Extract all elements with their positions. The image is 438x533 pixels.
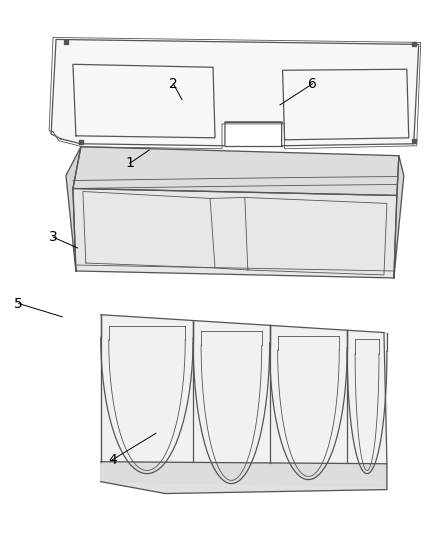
- Polygon shape: [66, 147, 81, 271]
- Text: 1: 1: [125, 156, 134, 170]
- Polygon shape: [394, 156, 404, 278]
- Text: 3: 3: [49, 230, 58, 244]
- Polygon shape: [101, 462, 387, 494]
- Text: 6: 6: [308, 77, 317, 91]
- Text: 2: 2: [169, 77, 178, 91]
- Polygon shape: [101, 314, 387, 487]
- Polygon shape: [51, 39, 419, 146]
- Text: 4: 4: [108, 453, 117, 467]
- Polygon shape: [73, 147, 399, 196]
- Polygon shape: [73, 189, 397, 278]
- Text: 5: 5: [14, 296, 23, 311]
